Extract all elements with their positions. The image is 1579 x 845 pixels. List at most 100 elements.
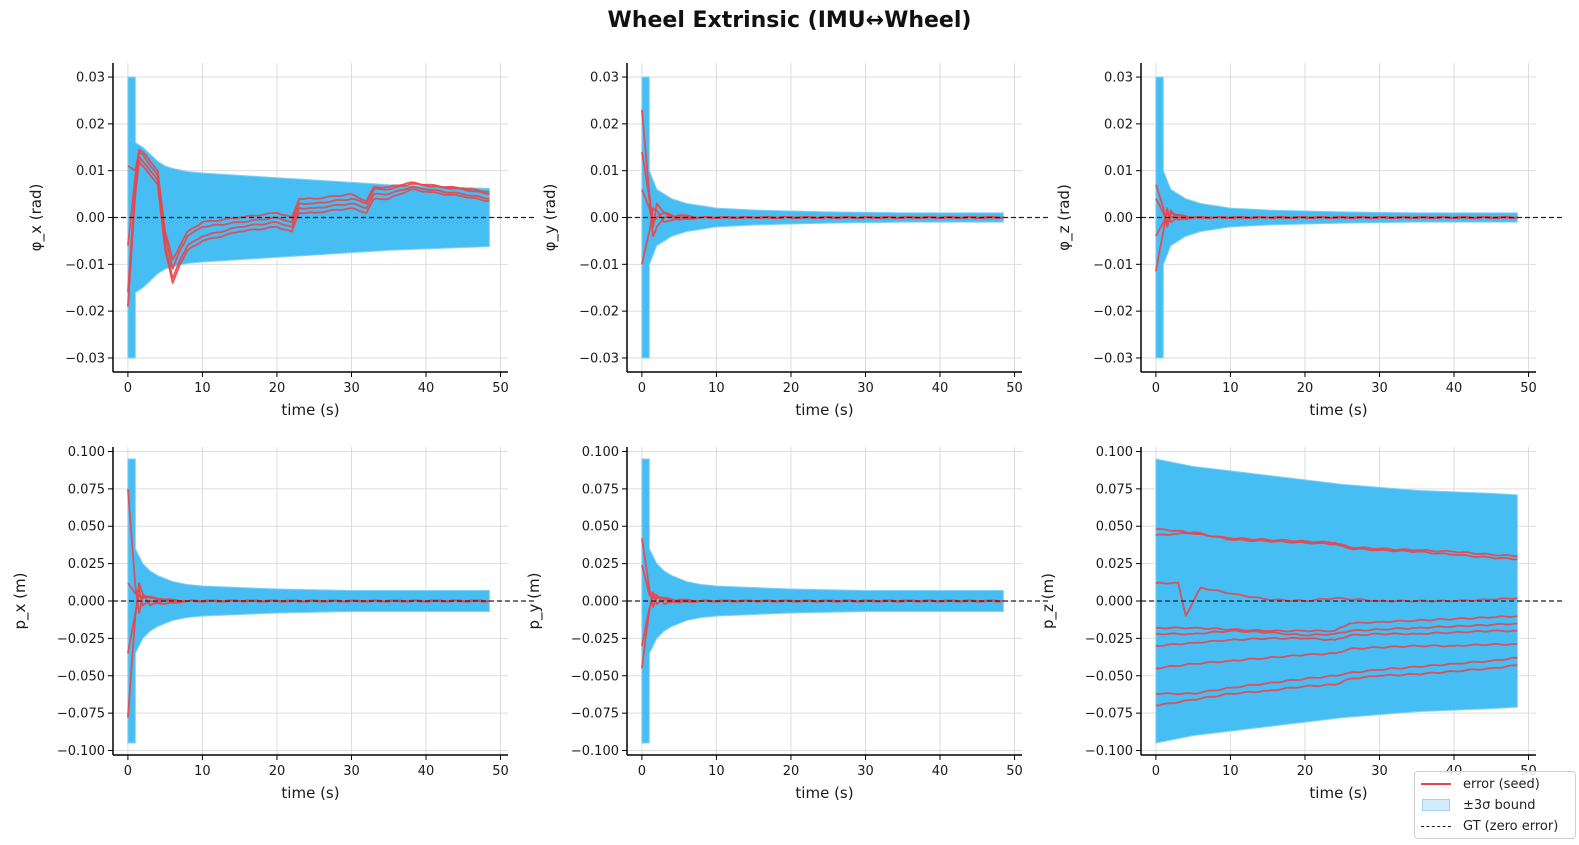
x-axis-label: time (s)	[281, 784, 339, 802]
y-tick-label: 0.01	[590, 164, 619, 179]
x-tick-label: 20	[1297, 381, 1314, 396]
subplot-p-x: 0 10 20 30 40 50 −0.100 −0.075 −0.050 −0.025 0.000…	[11, 445, 536, 802]
y-tick-label: 0.050	[68, 520, 105, 535]
y-tick-label: −0.075	[57, 707, 105, 722]
y-tick-label: 0.02	[1104, 117, 1133, 132]
y-tick-label: −0.025	[1085, 632, 1133, 647]
y-axis-label: φ_x (rad)	[27, 184, 46, 252]
y-tick-label: 0.02	[76, 117, 105, 132]
x-axis-label: time (s)	[795, 401, 853, 419]
x-tick-label: 0	[1152, 381, 1160, 396]
y-tick-label: 0.01	[1104, 164, 1133, 179]
legend-item-error: error (seed)	[1421, 774, 1540, 794]
legend-swatch-error	[1421, 777, 1451, 791]
y-axis-label: p_x (m)	[11, 573, 30, 630]
subplot-p-z: 01020304050−0.100−0.075−0.050−0.0250.000…	[1039, 445, 1564, 802]
y-tick-label: 0.075	[582, 482, 619, 497]
error-series-7	[1155, 642, 1518, 670]
y-tick-label: −0.100	[57, 744, 105, 759]
y-tick-label: −0.01	[65, 258, 105, 273]
y-tick-label: 0.03	[1104, 71, 1133, 86]
legend-item-band: ±3σ bound	[1421, 795, 1535, 815]
x-axis-label: time (s)	[281, 401, 339, 419]
x-tick-label: 30	[857, 764, 874, 779]
x-tick-label: 0	[1152, 764, 1160, 779]
y-tick-label: −0.025	[57, 632, 105, 647]
y-tick-label: −0.02	[1093, 305, 1133, 320]
x-tick-label: 40	[418, 381, 435, 396]
x-tick-label: 50	[1006, 381, 1023, 396]
x-tick-label: 0	[638, 764, 646, 779]
x-tick-label: 10	[1222, 381, 1239, 396]
y-axis-label: φ_z (rad)	[1055, 184, 1074, 251]
y-tick-label: −0.075	[1085, 707, 1133, 722]
x-tick-label: 20	[783, 381, 800, 396]
x-tick-label: 10	[708, 381, 725, 396]
y-tick-label: −0.02	[65, 305, 105, 320]
figure-title: Wheel Extrinsic (IMU↔Wheel)	[607, 8, 972, 33]
error-series-2	[127, 155, 490, 293]
y-tick-label: 0.000	[68, 595, 105, 610]
legend-item-gt: GT (zero error)	[1421, 816, 1558, 836]
legend: error (seed) ±3σ bound GT (zero error)	[1414, 771, 1576, 839]
x-tick-label: 40	[1446, 381, 1463, 396]
y-tick-label: 0.100	[1096, 445, 1133, 460]
x-tick-label: 30	[343, 764, 360, 779]
error-series-6	[1155, 629, 1518, 648]
y-tick-label: −0.03	[579, 351, 619, 366]
error-series-3	[127, 160, 490, 307]
x-tick-label: 50	[492, 381, 509, 396]
y-tick-label: 0.025	[582, 557, 619, 572]
x-tick-label: 20	[783, 764, 800, 779]
y-tick-label: 0.01	[76, 164, 105, 179]
y-tick-label: −0.03	[1093, 351, 1133, 366]
subplot-p-y: 0 10 20 30 40 50 −0.100 −0.075 −0.050 −0.025 0.000…	[525, 445, 1050, 802]
x-tick-label: 50	[492, 764, 509, 779]
y-tick-label: −0.050	[1085, 669, 1133, 684]
y-tick-label: 0.00	[590, 211, 619, 226]
x-tick-label: 0	[124, 764, 132, 779]
y-tick-label: 0.050	[1096, 520, 1133, 535]
y-tick-label: 0.075	[1096, 482, 1133, 497]
y-tick-label: 0.03	[76, 71, 105, 86]
y-tick-label: −0.025	[571, 632, 619, 647]
subplot-phi-z: 0 10 20 30 40 50 −0.03 −0.02 −0.01 0.00 0.01 0.02 0.…	[1055, 63, 1564, 419]
x-tick-label: 10	[194, 764, 211, 779]
y-tick-label: −0.050	[57, 669, 105, 684]
y-tick-label: −0.01	[1093, 258, 1133, 273]
x-tick-label: 0	[124, 381, 132, 396]
x-tick-label: 20	[1297, 764, 1314, 779]
error-series-4	[1155, 615, 1518, 633]
subplot-phi-x: 0 10 20 30 40 50 −0.03 −0.02 −0.01 0.00 0.01 0.02 0.…	[27, 63, 536, 419]
subplot-phi-y: 0 10 20 30 40 50 −0.03 −0.02 −0.01 0.00 0.01 0.02 0.…	[541, 63, 1050, 419]
legend-label-error: error (seed)	[1463, 776, 1540, 792]
x-axis-label: time (s)	[1309, 784, 1367, 802]
error-series-5	[1155, 622, 1518, 637]
y-tick-label: −0.01	[579, 258, 619, 273]
legend-label-gt: GT (zero error)	[1463, 818, 1559, 834]
y-tick-label: 0.075	[68, 482, 105, 497]
y-tick-label: 0.000	[1096, 595, 1133, 610]
x-tick-label: 40	[932, 764, 949, 779]
y-tick-label: −0.02	[579, 305, 619, 320]
x-tick-label: 10	[1222, 764, 1239, 779]
x-axis-label: time (s)	[1309, 401, 1367, 419]
x-tick-label: 50	[1006, 764, 1023, 779]
y-tick-label: 0.050	[582, 520, 619, 535]
y-tick-label: 0.02	[590, 117, 619, 132]
x-tick-label: 20	[269, 764, 286, 779]
x-tick-label: 50	[1520, 381, 1537, 396]
x-tick-label: 40	[932, 381, 949, 396]
x-tick-label: 10	[194, 381, 211, 396]
x-tick-label: 30	[343, 381, 360, 396]
y-tick-label: 0.025	[1096, 557, 1133, 572]
y-tick-label: −0.100	[1085, 744, 1133, 759]
y-axis-label: φ_y (rad)	[541, 184, 560, 252]
y-tick-label: 0.00	[76, 211, 105, 226]
x-tick-label: 40	[418, 764, 435, 779]
legend-label-band: ±3σ bound	[1463, 797, 1536, 813]
x-tick-label: 30	[1371, 764, 1388, 779]
x-tick-label: 10	[708, 764, 725, 779]
y-tick-label: −0.075	[571, 707, 619, 722]
